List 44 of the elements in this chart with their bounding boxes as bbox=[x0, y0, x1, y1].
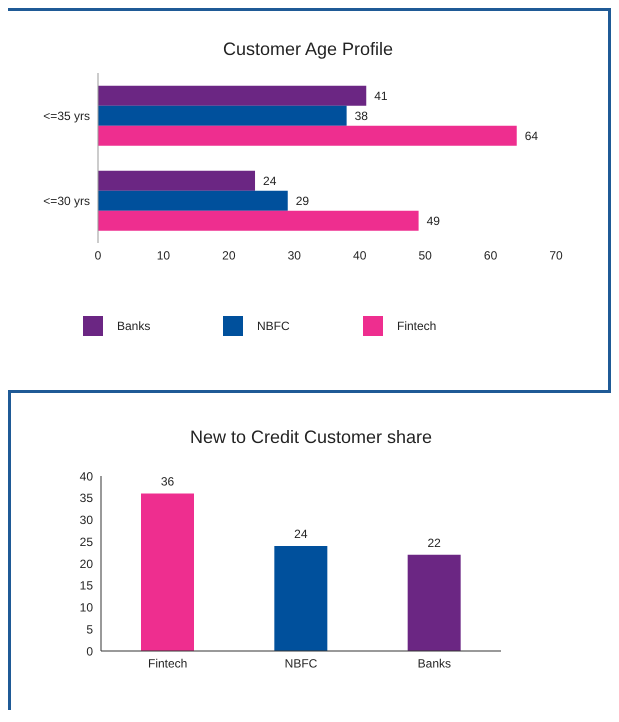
x-tick-label: 10 bbox=[156, 248, 170, 263]
bar bbox=[98, 86, 366, 106]
y-tick-label: 15 bbox=[80, 578, 94, 593]
bar bbox=[98, 126, 517, 146]
y-tick-label: <=30 yrs bbox=[43, 194, 90, 208]
data-label: 24 bbox=[263, 174, 277, 188]
x-tick-label: Fintech bbox=[148, 656, 188, 671]
legend-label: NBFC bbox=[257, 319, 290, 333]
y-tick-label: 30 bbox=[80, 513, 94, 528]
y-tick-label: 5 bbox=[86, 622, 94, 636]
y-tick-label: 10 bbox=[80, 600, 94, 615]
x-tick-label: NBFC bbox=[284, 656, 318, 671]
y-tick-label: 20 bbox=[80, 556, 94, 571]
data-label: 29 bbox=[296, 194, 310, 208]
x-tick-label: 20 bbox=[222, 248, 236, 263]
bar bbox=[141, 494, 194, 651]
y-tick-label: 25 bbox=[80, 534, 94, 549]
x-tick-label: 40 bbox=[353, 248, 367, 263]
x-tick-label: 30 bbox=[288, 248, 302, 263]
y-tick-label: <=35 yrs bbox=[43, 108, 90, 123]
bar bbox=[98, 210, 419, 231]
y-tick-label: 40 bbox=[80, 469, 94, 484]
y-tick-label: 0 bbox=[86, 644, 94, 658]
y-tick-label: 35 bbox=[80, 491, 94, 506]
legend-label: Banks bbox=[117, 319, 150, 333]
x-tick-label: 70 bbox=[549, 248, 563, 263]
bar bbox=[98, 190, 288, 211]
bar bbox=[408, 554, 461, 651]
x-tick-label: 50 bbox=[418, 248, 432, 263]
data-label: 41 bbox=[374, 89, 388, 104]
bar bbox=[98, 170, 256, 191]
x-tick-label: 60 bbox=[484, 248, 498, 263]
chart-title: Customer Age Profile bbox=[222, 39, 394, 60]
data-label: 49 bbox=[426, 214, 440, 228]
bar bbox=[98, 106, 347, 126]
chart-title: New to Credit Customer share bbox=[188, 427, 434, 448]
data-label: 22 bbox=[427, 536, 442, 550]
data-label: 64 bbox=[524, 129, 538, 144]
data-label: 36 bbox=[160, 474, 174, 488]
x-tick-label: Banks bbox=[418, 656, 452, 671]
legend-label: Fintech bbox=[397, 319, 436, 333]
bar bbox=[274, 546, 328, 651]
data-label: 38 bbox=[354, 109, 368, 124]
data-label: 24 bbox=[294, 527, 308, 541]
